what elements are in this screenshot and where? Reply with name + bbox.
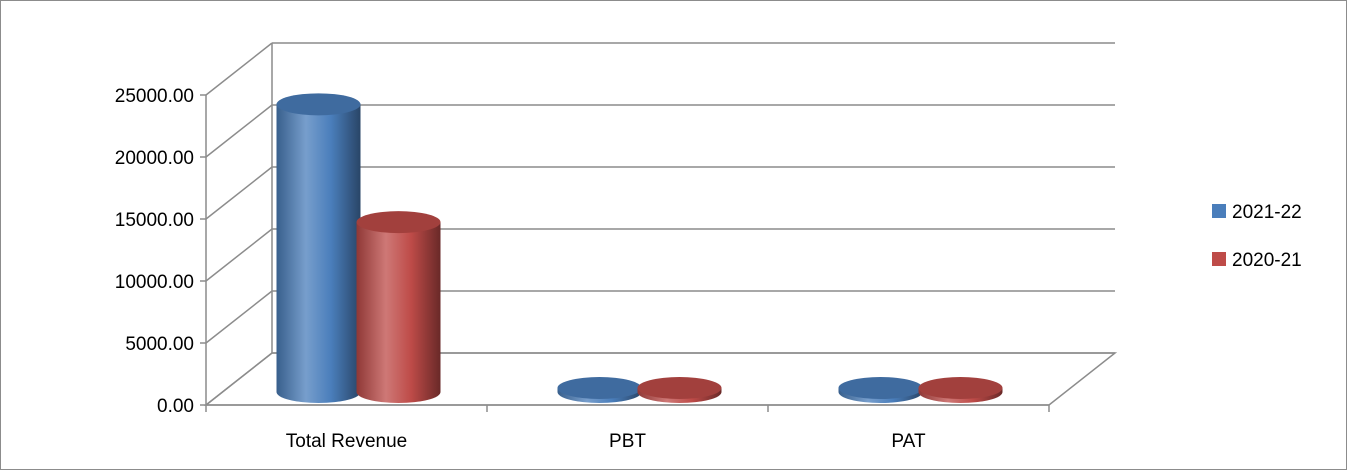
bars	[276, 93, 1003, 403]
legend-swatch	[1212, 204, 1226, 218]
bar-body	[276, 104, 361, 403]
gridline-side	[205, 104, 273, 158]
bar-pbt-2020-21	[637, 377, 722, 403]
bar-top	[276, 93, 361, 116]
x-category-label: PAT	[891, 431, 926, 452]
y-tick-label: 10000.00	[115, 272, 194, 293]
gridline-side	[205, 228, 273, 282]
bar-pat-2020-21	[918, 377, 1003, 403]
bar-top	[838, 377, 923, 399]
gridline-side	[205, 290, 273, 344]
gridlines	[205, 42, 1115, 406]
bar-top	[557, 377, 642, 399]
y-tick-labels: 0.00 5000.00 10000.00 15000.00 20000.00 25000…	[115, 86, 194, 417]
bar-top	[637, 377, 722, 399]
legend-label: 2020-21	[1232, 250, 1302, 271]
bar-pbt-2021-22	[557, 377, 642, 403]
x-category-labels: Total Revenue PBT PAT	[286, 431, 926, 452]
legend-label: 2021-22	[1232, 202, 1302, 223]
axes	[200, 94, 1050, 412]
bar-pat-2021-22	[838, 377, 923, 403]
bar-top	[918, 377, 1003, 399]
y-tick-label: 15000.00	[115, 210, 194, 231]
gridline-side	[205, 352, 273, 406]
legend: 2021-22 2020-21	[1212, 202, 1302, 271]
y-tick-label: 20000.00	[115, 148, 194, 169]
x-category-label: Total Revenue	[286, 431, 407, 452]
bar-body	[356, 222, 441, 403]
y-tick-label: 5000.00	[125, 334, 194, 355]
y-tick-label: 0.00	[157, 396, 194, 417]
bar-total-revenue-2020-21	[356, 211, 441, 403]
y-tick-label: 25000.00	[115, 86, 194, 107]
legend-swatch	[1212, 252, 1226, 266]
bar-total-revenue-2021-22	[276, 93, 361, 403]
bar-top	[356, 211, 441, 234]
gridline-side	[205, 166, 273, 220]
x-category-label: PBT	[609, 431, 646, 452]
gridline-side	[205, 42, 273, 96]
